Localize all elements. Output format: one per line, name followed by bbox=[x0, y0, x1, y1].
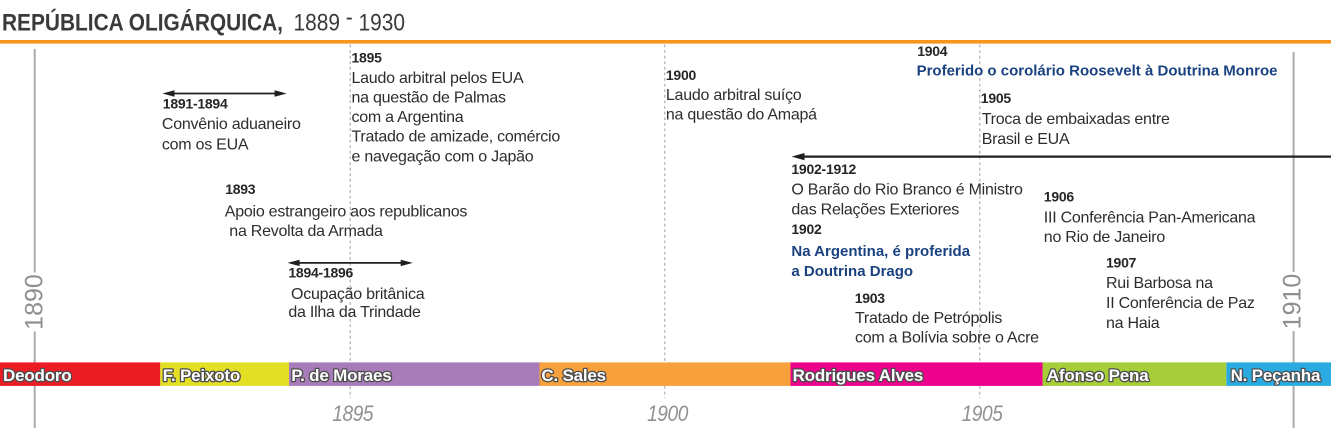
svg-text:1893: 1893 bbox=[225, 181, 256, 197]
svg-text:Rui Barbosa na: Rui Barbosa na bbox=[1106, 275, 1213, 292]
svg-text:com a Argentina: com a Argentina bbox=[352, 109, 464, 126]
svg-text:Laudo arbitral pelos EUA: Laudo arbitral pelos EUA bbox=[352, 70, 524, 87]
svg-text:e navegação com o Japão: e navegação com o Japão bbox=[352, 148, 534, 165]
svg-text:1894-1896: 1894-1896 bbox=[288, 264, 353, 280]
svg-text:na Haia: na Haia bbox=[1106, 315, 1160, 332]
svg-text:Apoio estrangeiro aos republic: Apoio estrangeiro aos republicanos bbox=[225, 203, 468, 220]
svg-text:Proferido o corolário Roosevel: Proferido o corolário Roosevelt à Doutri… bbox=[917, 63, 1278, 80]
svg-text:das Relações Exteriores: das Relações Exteriores bbox=[791, 201, 959, 218]
svg-text:Tratado de Petrópolis: Tratado de Petrópolis bbox=[855, 310, 1002, 327]
svg-text:1889 - 1930: 1889 - 1930 bbox=[294, 4, 405, 36]
svg-text:Tratado de amizade, comércio: Tratado de amizade, comércio bbox=[352, 129, 561, 146]
svg-text:Brasil e EUA: Brasil e EUA bbox=[982, 131, 1070, 148]
svg-text:1900: 1900 bbox=[666, 67, 697, 83]
svg-text:Laudo arbitral suíço: Laudo arbitral suíço bbox=[666, 87, 802, 104]
svg-text:com os EUA: com os EUA bbox=[162, 137, 249, 154]
svg-text:1905: 1905 bbox=[981, 90, 1012, 106]
svg-text:Troca de embaixadas entre: Troca de embaixadas entre bbox=[982, 111, 1170, 128]
svg-text:C. Sales: C. Sales bbox=[541, 366, 606, 385]
svg-text:Rodrigues Alves: Rodrigues Alves bbox=[793, 366, 924, 385]
svg-text:Na Argentina, é proferida: Na Argentina, é proferida bbox=[791, 243, 970, 260]
svg-text:1905: 1905 bbox=[962, 402, 1004, 427]
svg-text:1906: 1906 bbox=[1044, 188, 1075, 204]
svg-text:1900: 1900 bbox=[647, 402, 689, 427]
svg-text:a Doutrina Drago: a Doutrina Drago bbox=[791, 263, 913, 280]
svg-text:na Revolta da Armada: na Revolta da Armada bbox=[229, 223, 383, 240]
svg-text:Deodoro: Deodoro bbox=[3, 366, 71, 385]
svg-text:1890: 1890 bbox=[21, 274, 49, 330]
svg-text:1902: 1902 bbox=[791, 221, 822, 237]
svg-text:Ocupação britânica: Ocupação britânica bbox=[291, 286, 425, 303]
svg-text:com a Bolívia sobre o Acre: com a Bolívia sobre o Acre bbox=[855, 330, 1039, 347]
svg-text:no Rio de Janeiro: no Rio de Janeiro bbox=[1044, 229, 1166, 246]
svg-text:1903: 1903 bbox=[855, 290, 886, 306]
svg-text:Convênio aduaneiro: Convênio aduaneiro bbox=[162, 116, 301, 133]
svg-text:P. de Moraes: P. de Moraes bbox=[291, 366, 391, 385]
svg-text:1907: 1907 bbox=[1106, 255, 1137, 271]
svg-text:1904: 1904 bbox=[917, 43, 948, 59]
svg-text:na questão de Palmas: na questão de Palmas bbox=[352, 90, 506, 107]
svg-text:II Conferência de Paz: II Conferência de Paz bbox=[1106, 295, 1255, 312]
svg-text:1895: 1895 bbox=[332, 402, 374, 427]
svg-text:na questão do Amapá: na questão do Amapá bbox=[666, 107, 817, 124]
svg-text:da Ilha da Trindade: da Ilha da Trindade bbox=[288, 304, 421, 321]
svg-text:1895: 1895 bbox=[352, 49, 383, 65]
svg-text:REPÚBLICA OLIGÁRQUICA,: REPÚBLICA OLIGÁRQUICA, bbox=[2, 9, 283, 36]
svg-text:III Conferência Pan-Americana: III Conferência Pan-Americana bbox=[1044, 209, 1256, 226]
svg-text:F. Peixoto: F. Peixoto bbox=[163, 366, 240, 385]
svg-text:O Barão do Rio Branco é Minist: O Barão do Rio Branco é Ministro bbox=[791, 181, 1023, 198]
svg-text:1902-1912: 1902-1912 bbox=[791, 161, 856, 177]
svg-text:Afonso Pena: Afonso Pena bbox=[1047, 366, 1149, 385]
svg-text:N. Peçanha: N. Peçanha bbox=[1231, 366, 1321, 385]
svg-text:1910: 1910 bbox=[1279, 274, 1307, 330]
svg-text:1891-1894: 1891-1894 bbox=[163, 95, 228, 111]
